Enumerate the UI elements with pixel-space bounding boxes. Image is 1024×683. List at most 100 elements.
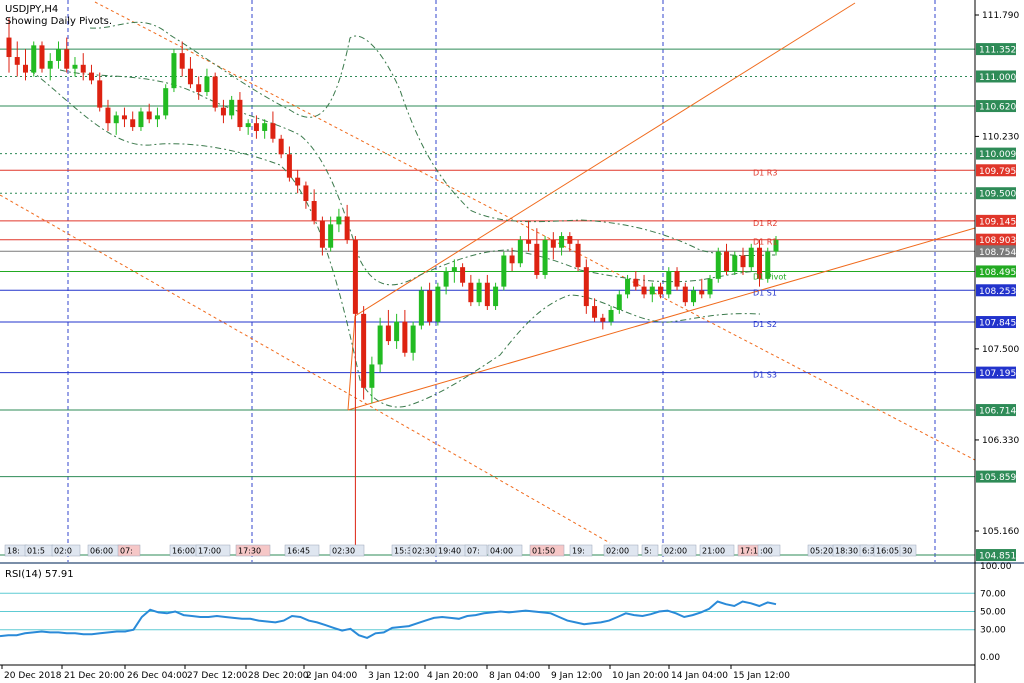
trend-channel-lower bbox=[347, 227, 976, 411]
candle bbox=[666, 267, 672, 299]
price-tick-label: 111.790 bbox=[982, 11, 1019, 21]
candle-body bbox=[220, 107, 226, 116]
candle bbox=[765, 247, 771, 283]
candle bbox=[163, 84, 169, 120]
time-strip-box bbox=[329, 544, 365, 557]
price-tag-label: 107.845 bbox=[979, 319, 1016, 329]
price-tag: 110.009 bbox=[976, 147, 1016, 160]
candle-body bbox=[600, 317, 606, 322]
rsi-line bbox=[0, 600, 777, 639]
bollinger-middle bbox=[59, 69, 761, 286]
candle bbox=[402, 309, 408, 357]
time-strip-label: 02:00 bbox=[606, 547, 629, 556]
time-strip-box bbox=[195, 544, 231, 557]
candle bbox=[435, 282, 441, 326]
candle bbox=[699, 278, 705, 299]
price-tag-box bbox=[976, 233, 1016, 246]
price-tag: 107.195 bbox=[976, 366, 1016, 379]
x-axis-label: 15 Jan 12:00 bbox=[733, 671, 790, 681]
pivot-label: D1 R3 bbox=[753, 168, 777, 177]
time-strip-label: 17:30 bbox=[238, 547, 261, 556]
candle-body bbox=[542, 239, 548, 275]
price-tag-box bbox=[976, 187, 1016, 200]
candle-body bbox=[724, 251, 730, 272]
candle-body bbox=[501, 255, 507, 287]
price-tag-box bbox=[976, 549, 1016, 562]
candle bbox=[121, 107, 127, 128]
candle bbox=[105, 99, 111, 131]
candle bbox=[724, 243, 730, 275]
candle bbox=[748, 243, 754, 272]
candle-body bbox=[517, 239, 523, 264]
candle-body bbox=[757, 247, 763, 279]
candle bbox=[47, 53, 53, 81]
time-strip-label: 04:00 bbox=[490, 547, 513, 556]
time-strip-box bbox=[899, 544, 917, 557]
time-strip-label: 30 bbox=[902, 547, 912, 556]
x-axis-label: 20 Dec 2018 bbox=[4, 671, 62, 681]
candle-body bbox=[418, 290, 424, 326]
candle bbox=[14, 41, 20, 77]
time-strip-label: 07: bbox=[120, 547, 133, 556]
time-strip-tag: 07: bbox=[464, 544, 488, 557]
candle bbox=[715, 247, 721, 283]
time-strip-label: 17:19 bbox=[740, 547, 763, 556]
price-tag-box bbox=[976, 164, 1016, 177]
candle bbox=[773, 236, 779, 256]
candle bbox=[286, 146, 292, 182]
time-strip-label: 01:50 bbox=[532, 547, 555, 556]
candle-body bbox=[262, 123, 268, 131]
rsi-axis-label: 0.00 bbox=[980, 653, 1000, 663]
candle bbox=[220, 99, 226, 124]
time-strip-label: 18: bbox=[7, 547, 20, 556]
candle-body bbox=[476, 282, 482, 303]
candle-body bbox=[394, 321, 400, 342]
chart-symbol: USDJPY,H4 bbox=[5, 4, 58, 15]
candle-body bbox=[237, 99, 243, 128]
time-strip-label: 17:00 bbox=[198, 547, 221, 556]
candle bbox=[278, 134, 284, 159]
candle-body bbox=[344, 216, 350, 240]
time-strip-label: 06:00 bbox=[90, 547, 113, 556]
candle bbox=[270, 111, 276, 143]
rsi-axis-label: 70.00 bbox=[980, 589, 1006, 599]
candle-body bbox=[691, 290, 697, 303]
price-tag: 108.754 bbox=[976, 245, 1016, 258]
candle-body bbox=[641, 286, 647, 295]
candle-body bbox=[435, 286, 441, 322]
candle bbox=[212, 72, 218, 112]
candle-body bbox=[97, 80, 103, 108]
candle-body bbox=[303, 185, 309, 202]
candle bbox=[361, 306, 367, 400]
candle bbox=[682, 282, 688, 307]
candle bbox=[229, 95, 235, 120]
pivot-label: D1 S2 bbox=[753, 320, 777, 329]
candle bbox=[130, 111, 136, 131]
candle bbox=[154, 107, 160, 128]
time-strip-box bbox=[641, 544, 659, 557]
time-strip-tag: 17:30 bbox=[235, 544, 271, 557]
candle-body bbox=[80, 64, 86, 73]
price-tag: 109.500 bbox=[976, 187, 1016, 200]
price-tick-label: 106.330 bbox=[982, 436, 1019, 446]
candle bbox=[534, 228, 540, 279]
candle bbox=[501, 251, 507, 291]
time-strip-tag: 02:30 bbox=[329, 544, 365, 557]
price-tag-label: 110.009 bbox=[979, 150, 1016, 160]
candle-body bbox=[575, 243, 581, 268]
candle bbox=[443, 267, 449, 295]
candle-body bbox=[352, 239, 358, 314]
candle-body bbox=[484, 282, 490, 307]
price-tag-label: 110.620 bbox=[979, 103, 1016, 113]
candle-body bbox=[592, 306, 598, 318]
candle-body bbox=[451, 267, 457, 272]
candle bbox=[526, 220, 532, 252]
candle-body bbox=[154, 115, 160, 120]
price-tag-label: 108.253 bbox=[979, 287, 1016, 297]
candle-body bbox=[608, 309, 614, 322]
time-strip-box bbox=[603, 544, 639, 557]
candle bbox=[451, 259, 457, 283]
pivot-label: D1 R2 bbox=[753, 219, 777, 228]
price-tag-label: 105.859 bbox=[979, 473, 1016, 483]
candle bbox=[72, 57, 78, 77]
